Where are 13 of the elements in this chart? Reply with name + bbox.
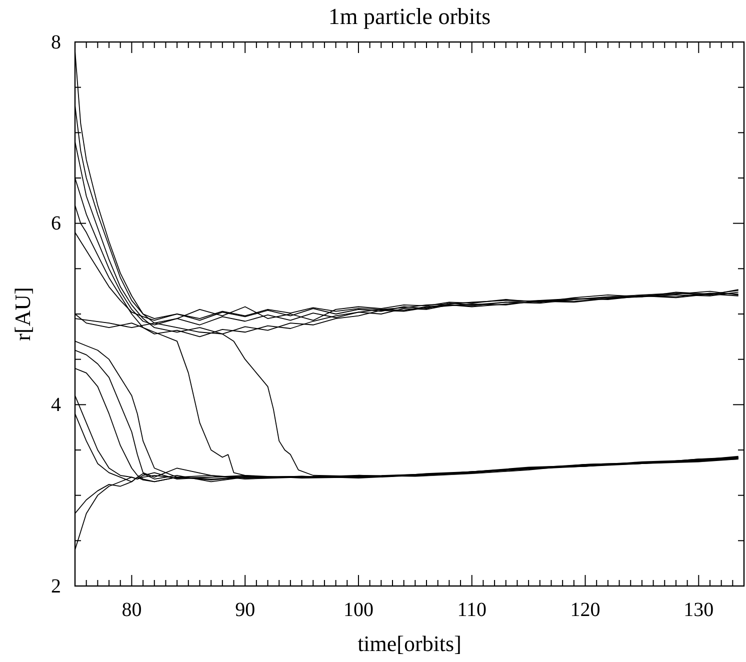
y-axis-title: r[AU] <box>10 287 35 341</box>
x-tick-label: 120 <box>570 599 600 622</box>
y-tick-label: 2 <box>51 575 61 598</box>
x-tick-label: 100 <box>343 599 374 622</box>
chart-title: 1m particle orbits <box>328 4 491 29</box>
x-tick-label: 90 <box>235 599 256 622</box>
y-tick-label: 4 <box>51 394 61 416</box>
x-axis-title: time[orbits] <box>358 631 462 656</box>
x-tick-label: 130 <box>684 599 714 622</box>
x-tick-label: 80 <box>122 599 142 622</box>
x-tick-label: 110 <box>457 599 486 622</box>
y-tick-label: 6 <box>51 212 61 235</box>
y-tick-label: 8 <box>51 31 61 54</box>
